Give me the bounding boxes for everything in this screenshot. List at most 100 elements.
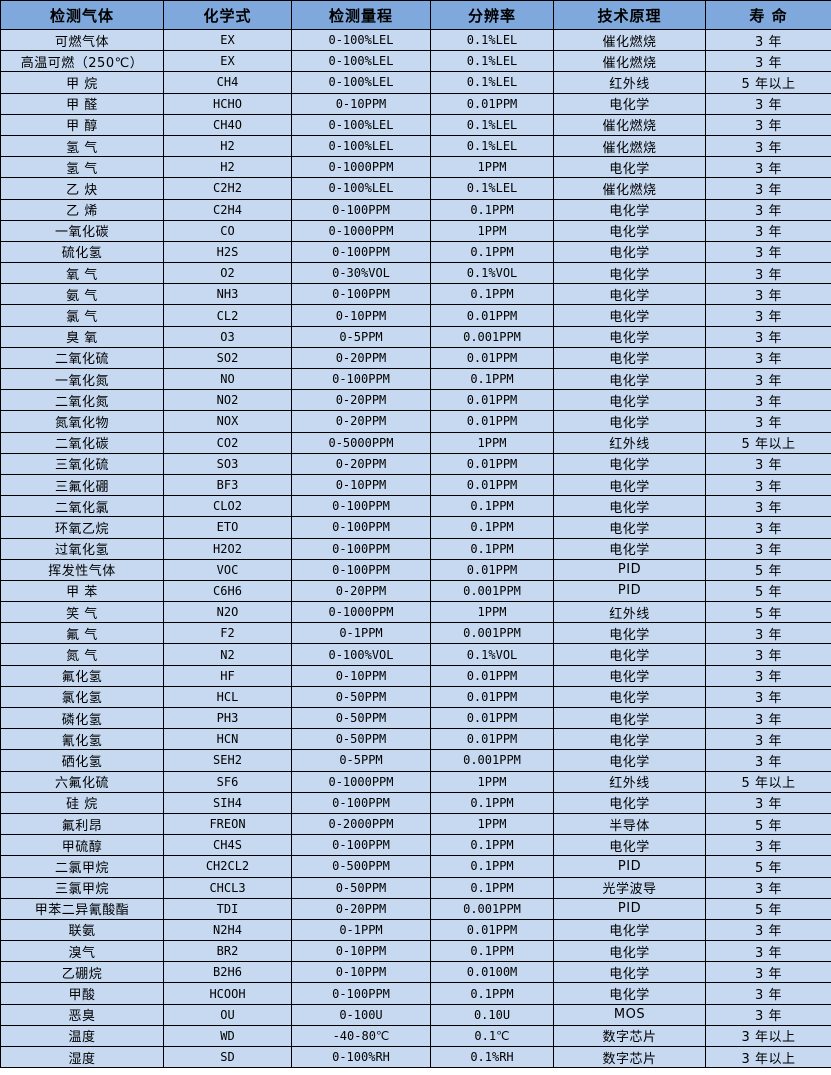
cell-gas-name: 六氟化硫 [0,770,164,793]
column-header-lifespan: 寿 命 [705,0,831,30]
cell-chemical-formula: SO2 [163,346,292,370]
cell-technology: 电化学 [553,706,706,730]
cell-gas-name: 二氧化氯 [0,495,164,518]
cell-technology: 电化学 [553,240,706,264]
table-row: 氰化氢 HCN 0-50PPM 0.01PPM 电化学 3 年 [0,728,831,751]
cell-lifespan: 3 年 [705,918,831,942]
cell-gas-name: 高温可燃（250℃） [0,50,164,73]
cell-resolution: 0.1℃ [430,1024,554,1048]
cell-technology: 电化学 [553,92,706,115]
cell-detection-range: 0-500PPM [291,855,431,878]
cell-gas-name: 臭 氧 [0,325,164,348]
cell-detection-range: 0-100PPM [291,516,431,539]
table-row: 环氧乙烷 ETO 0-100PPM 0.1PPM 电化学 3 年 [0,516,831,539]
table-row: 氨 气 NH3 0-100PPM 0.1PPM 电化学 3 年 [0,283,831,306]
cell-chemical-formula: OU [163,1003,292,1026]
cell-gas-name: 溴气 [0,940,164,963]
cell-chemical-formula: HCN [163,728,292,751]
cell-detection-range: 0-100%LEL [291,28,431,52]
cell-detection-range: 0-10PPM [291,473,431,497]
cell-technology: 催化燃烧 [553,28,706,52]
cell-chemical-formula: HCHO [163,92,292,115]
cell-detection-range: 0-5PPM [291,325,431,348]
cell-gas-name: 氮 气 [0,643,164,666]
cell-detection-range: 0-100%LEL [291,177,431,200]
cell-resolution: 0.1PPM [430,982,554,1005]
cell-chemical-formula: HCL [163,685,292,709]
cell-detection-range: 0-20PPM [291,346,431,370]
table-row: 温度 WD -40-80℃ 0.1℃ 数字芯片 3 年以上 [0,1024,831,1048]
cell-chemical-formula: CHCL3 [163,876,292,899]
cell-detection-range: 0-1000PPM [291,770,431,793]
cell-detection-range: 0-100PPM [291,198,431,221]
cell-detection-range: 0-20PPM [291,897,431,920]
table-row: 二氧化氯 CLO2 0-100PPM 0.1PPM 电化学 3 年 [0,495,831,518]
cell-lifespan: 3 年 [705,50,831,73]
cell-detection-range: 0-10PPM [291,940,431,963]
cell-chemical-formula: CO [163,219,292,242]
table-row: 高温可燃（250℃） EX 0-100%LEL 0.1%LEL 催化燃烧 3 年 [0,50,831,73]
cell-chemical-formula: C2H4 [163,198,292,221]
cell-gas-name: 恶臭 [0,1003,164,1026]
cell-chemical-formula: H2 [163,134,292,158]
cell-resolution: 0.1%LEL [430,177,554,200]
table-row: 氯化氢 HCL 0-50PPM 0.01PPM 电化学 3 年 [0,685,831,709]
column-header-technology: 技术原理 [553,0,706,30]
cell-technology: 电化学 [553,262,706,285]
cell-chemical-formula: NH3 [163,283,292,306]
cell-lifespan: 3 年 [705,961,831,984]
cell-lifespan: 5 年以上 [705,71,831,94]
cell-detection-range: -40-80℃ [291,1024,431,1048]
cell-chemical-formula: FREON [163,812,292,836]
cell-lifespan: 3 年以上 [705,1024,831,1048]
cell-gas-name: 氢 气 [0,156,164,179]
cell-technology: 电化学 [553,156,706,179]
cell-detection-range: 0-50PPM [291,728,431,751]
cell-technology: 电化学 [553,346,706,370]
cell-chemical-formula: O3 [163,325,292,348]
cell-lifespan: 3 年 [705,664,831,687]
cell-gas-name: 乙 炔 [0,177,164,200]
cell-technology: 半导体 [553,812,706,836]
cell-detection-range: 0-20PPM [291,579,431,603]
table-row: 乙硼烷 B2H6 0-10PPM 0.0100M 电化学 3 年 [0,961,831,984]
cell-chemical-formula: SEH2 [163,749,292,772]
header-row: 检测气体 化学式 检测量程 分辨率 技术原理 寿 命 [0,0,831,30]
cell-resolution: 0.001PPM [430,622,554,645]
cell-resolution: 0.1PPM [430,876,554,899]
cell-technology: PID [553,579,706,603]
cell-resolution: 0.01PPM [430,389,554,412]
cell-resolution: 0.1%LEL [430,134,554,158]
cell-chemical-formula: PH3 [163,706,292,730]
cell-detection-range: 0-100%LEL [291,134,431,158]
cell-lifespan: 3 年 [705,262,831,285]
table-row: 氮 气 N2 0-100%VOL 0.1%VOL 电化学 3 年 [0,643,831,666]
cell-lifespan: 3 年 [705,622,831,645]
cell-gas-name: 氟利昂 [0,812,164,836]
cell-technology: 电化学 [553,664,706,687]
cell-detection-range: 0-30%VOL [291,262,431,285]
cell-lifespan: 3 年 [705,92,831,115]
column-header-detection-range: 检测量程 [291,0,431,30]
cell-chemical-formula: SF6 [163,770,292,793]
cell-technology: MOS [553,1003,706,1026]
cell-lifespan: 3 年 [705,325,831,348]
cell-gas-name: 联氨 [0,918,164,942]
cell-detection-range: 0-100PPM [291,537,431,560]
cell-gas-name: 过氧化氢 [0,537,164,560]
cell-technology: 催化燃烧 [553,113,706,136]
cell-detection-range: 0-2000PPM [291,812,431,836]
cell-resolution: 0.01PPM [430,92,554,115]
cell-technology: 电化学 [553,389,706,412]
cell-technology: 红外线 [553,431,706,454]
table-row: 二氧化碳 CO2 0-5000PPM 1PPM 红外线 5 年以上 [0,431,831,454]
cell-technology: 催化燃烧 [553,50,706,73]
cell-detection-range: 0-1000PPM [291,219,431,242]
cell-technology: 电化学 [553,495,706,518]
cell-chemical-formula: VOC [163,558,292,581]
cell-gas-name: 氯化氢 [0,685,164,709]
cell-technology: 电化学 [553,622,706,645]
cell-detection-range: 0-100%LEL [291,113,431,136]
cell-lifespan: 3 年 [705,389,831,412]
